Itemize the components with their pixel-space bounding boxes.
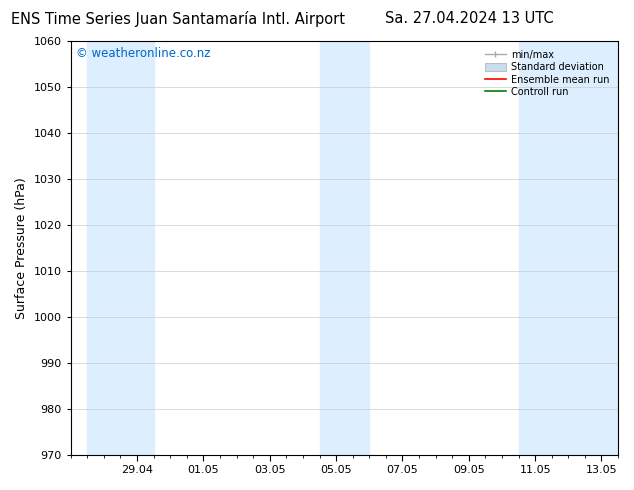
Text: © weatheronline.co.nz: © weatheronline.co.nz (76, 47, 210, 60)
Bar (87, 41, 153, 455)
Bar (320, 41, 369, 455)
Text: Sa. 27.04.2024 13 UTC: Sa. 27.04.2024 13 UTC (385, 11, 553, 26)
Y-axis label: Surface Pressure (hPa): Surface Pressure (hPa) (15, 177, 28, 318)
Text: ENS Time Series Juan Santamaría Intl. Airport: ENS Time Series Juan Santamaría Intl. Ai… (11, 11, 344, 27)
Bar (519, 41, 618, 455)
Legend: min/max, Standard deviation, Ensemble mean run, Controll run: min/max, Standard deviation, Ensemble me… (481, 46, 613, 101)
